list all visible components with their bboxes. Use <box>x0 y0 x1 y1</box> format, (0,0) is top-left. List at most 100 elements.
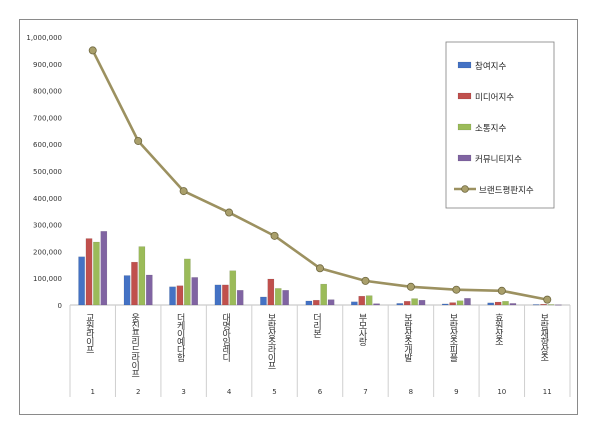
bar-미디어지수 <box>540 303 547 306</box>
bar-미디어지수 <box>222 284 229 306</box>
line-series-group <box>88 46 552 304</box>
bar-미디어지수 <box>403 301 411 306</box>
bar-커뮤니티지수 <box>373 303 380 306</box>
bar-커뮤니티지수 <box>327 299 335 306</box>
x-axis: 교원라이프 웅진프리드라이프 더케이예다함 대명아임레디 보람상조라이프 더리본 부모사랑 보… <box>69 304 571 397</box>
category-rank: 2 <box>136 388 140 396</box>
legend-label: 참여지수 <box>475 61 506 72</box>
category-rank: 7 <box>363 388 367 396</box>
bar-소통지수 <box>411 298 418 306</box>
bar-참여지수 <box>305 300 313 306</box>
legend-swatch-소통지수 <box>457 123 472 131</box>
point-브랜드평판지수 <box>406 282 415 291</box>
point-브랜드평판지수 <box>88 46 97 55</box>
category-name: 교원라이프 <box>84 313 94 353</box>
bar-미디어지수 <box>313 299 320 306</box>
bar-참여지수 <box>260 296 267 306</box>
bar-미디어지수 <box>85 238 93 306</box>
bar-소통지수 <box>138 246 146 306</box>
bar-참여지수 <box>214 284 222 306</box>
category-name: 대명아임레디 <box>220 313 230 363</box>
bar-참여지수 <box>123 275 131 306</box>
legend-swatch-미디어지수 <box>457 92 472 100</box>
bar-커뮤니티지수 <box>282 290 289 306</box>
y-tick-label: 0 <box>58 302 62 310</box>
bar-소통지수 <box>502 301 509 306</box>
y-tick-label: 300,000 <box>33 222 62 230</box>
category-rank: 8 <box>409 388 413 396</box>
category-rank: 9 <box>454 388 458 396</box>
category-name: 웅진프리드라이프 <box>129 313 139 377</box>
category-rank: 4 <box>227 388 232 396</box>
point-브랜드평판지수 <box>270 231 279 240</box>
legend-swatch-커뮤니티지수 <box>457 154 472 162</box>
legend-label: 소통지수 <box>475 124 506 134</box>
chart-svg: 0 100,000 200,000 300,000 400,000 500,000 600,… <box>26 34 571 397</box>
bar-참여지수 <box>396 303 404 306</box>
y-axis: 0 100,000 200,000 300,000 400,000 500,000 600,… <box>26 34 62 310</box>
bar-참여지수 <box>169 286 176 306</box>
legend-swatch-marker <box>461 185 469 193</box>
bar-소통지수 <box>184 258 191 306</box>
bar-소통지수 <box>365 295 373 306</box>
bar-미디어지수 <box>494 301 502 306</box>
category-rank: 3 <box>181 388 185 396</box>
y-tick-label: 100,000 <box>33 275 62 283</box>
bar-참여지수 <box>351 301 358 306</box>
bar-미디어지수 <box>358 295 366 306</box>
point-브랜드평판지수 <box>361 276 370 285</box>
point-브랜드평판지수 <box>497 286 506 295</box>
bar-참여지수 <box>441 303 449 306</box>
category-rank: 11 <box>543 388 552 396</box>
legend-label: 미디어지수 <box>475 92 514 103</box>
category-name: 부모사랑 <box>356 313 366 346</box>
bar-커뮤니티지수 <box>236 290 244 306</box>
bar-커뮤니티지수 <box>145 274 153 306</box>
category-rank: 6 <box>318 388 323 396</box>
bar-미디어지수 <box>176 285 184 306</box>
bar-소통지수 <box>456 300 464 306</box>
bar-소통지수 <box>320 283 328 306</box>
category-rank: 1 <box>90 388 94 396</box>
y-tick-label: 900,000 <box>33 61 62 69</box>
y-tick-label: 200,000 <box>33 248 62 256</box>
bar-참여지수 <box>532 304 540 306</box>
bar-커뮤니티지수 <box>555 304 562 306</box>
bar-series-group <box>78 231 562 306</box>
bar-소통지수 <box>93 241 100 306</box>
bar-소통지수 <box>274 288 282 306</box>
bar-소통지수 <box>229 270 237 306</box>
point-브랜드평판지수 <box>134 136 143 145</box>
bar-커뮤니티지수 <box>191 277 199 306</box>
category-name: 더케이예다함 <box>175 313 185 362</box>
bar-소통지수 <box>547 304 555 306</box>
chart-frame: 0 100,000 200,000 300,000 400,000 500,000 600,… <box>19 19 578 415</box>
category-name: 보람상조라이프 <box>266 313 276 369</box>
bar-커뮤니티지수 <box>418 299 426 306</box>
bar-커뮤니티지수 <box>100 231 108 306</box>
y-tick-label: 800,000 <box>33 88 62 96</box>
bar-커뮤니티지수 <box>464 298 471 306</box>
bar-커뮤니티지수 <box>509 303 517 306</box>
bar-미디어지수 <box>267 278 275 306</box>
point-브랜드평판지수 <box>543 295 552 304</box>
y-tick-label: 700,000 <box>33 114 62 122</box>
category-name: 보람상조피플 <box>447 313 457 362</box>
category-rank: 10 <box>497 388 506 396</box>
legend-label: 브랜드평판지수 <box>479 185 534 196</box>
bar-참여지수 <box>78 256 85 306</box>
point-브랜드평판지수 <box>179 187 188 196</box>
legend-swatch-참여지수 <box>457 61 472 69</box>
bar-참여지수 <box>487 302 495 306</box>
y-tick-label: 1,000,000 <box>26 34 62 42</box>
y-tick-label: 600,000 <box>33 141 62 149</box>
point-브랜드평판지수 <box>225 208 234 217</box>
category-name: 효원상조 <box>493 313 503 345</box>
category-name: 보람상조개발 <box>402 313 412 362</box>
bar-미디어지수 <box>131 261 138 306</box>
point-브랜드평판지수 <box>452 285 461 294</box>
bar-미디어지수 <box>449 302 456 306</box>
y-tick-label: 500,000 <box>33 168 62 176</box>
y-tick-label: 400,000 <box>33 195 62 203</box>
